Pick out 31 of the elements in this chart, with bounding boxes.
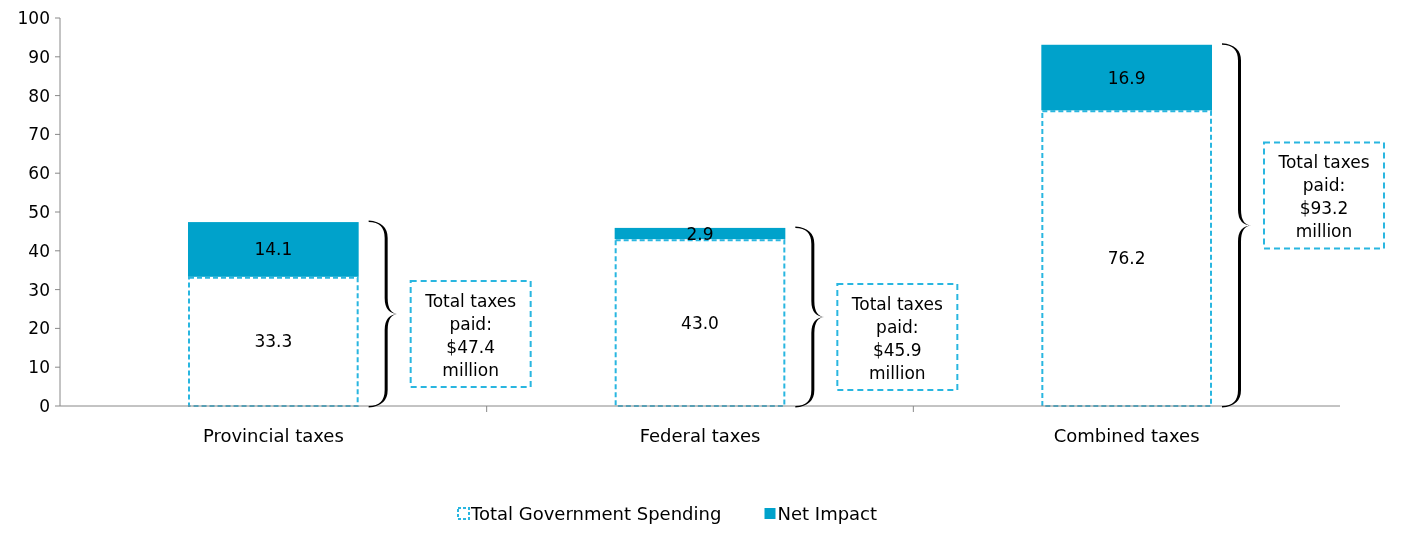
data-label: 43.0 — [681, 312, 719, 333]
bar — [614, 227, 786, 240]
bar — [1041, 44, 1212, 111]
y-tick-label: 0 — [39, 396, 50, 416]
bar — [614, 239, 786, 407]
y-tick-label: 50 — [28, 202, 50, 222]
data-label: 16.9 — [1107, 67, 1146, 88]
bar — [188, 276, 359, 407]
y-tick-label: 60 — [28, 163, 50, 184]
y-tick-label: 90 — [28, 46, 50, 67]
y-tick-label: 100 — [17, 8, 50, 28]
y-tick-label: 40 — [28, 240, 50, 261]
y-tick-label: 10 — [28, 357, 50, 378]
legend-label: Total Government Spending — [470, 503, 722, 524]
data-label: 14.1 — [254, 239, 293, 260]
x-tick-label: Provincial taxes — [202, 425, 344, 446]
data-label: 2.9 — [686, 223, 714, 244]
bar — [188, 222, 359, 277]
y-tick-label: 20 — [28, 318, 50, 339]
bar — [1041, 110, 1212, 407]
y-tick-label: 30 — [28, 279, 50, 300]
annotation: Total taxes paid: $45.9 million — [850, 293, 943, 383]
annotation: Total taxes paid: $47.4 million — [424, 291, 517, 381]
annotation: Total taxes paid: $93.2 million — [1277, 152, 1370, 242]
x-tick-label: Federal taxes — [639, 425, 761, 446]
y-tick-label: 70 — [28, 124, 50, 145]
data-label: 33.3 — [254, 331, 293, 352]
data-label: 76.2 — [1107, 248, 1146, 269]
x-tick-label: Combined taxes — [1053, 425, 1200, 446]
legend-label: Net Impact — [777, 503, 878, 524]
y-tick-label: 80 — [28, 85, 50, 106]
